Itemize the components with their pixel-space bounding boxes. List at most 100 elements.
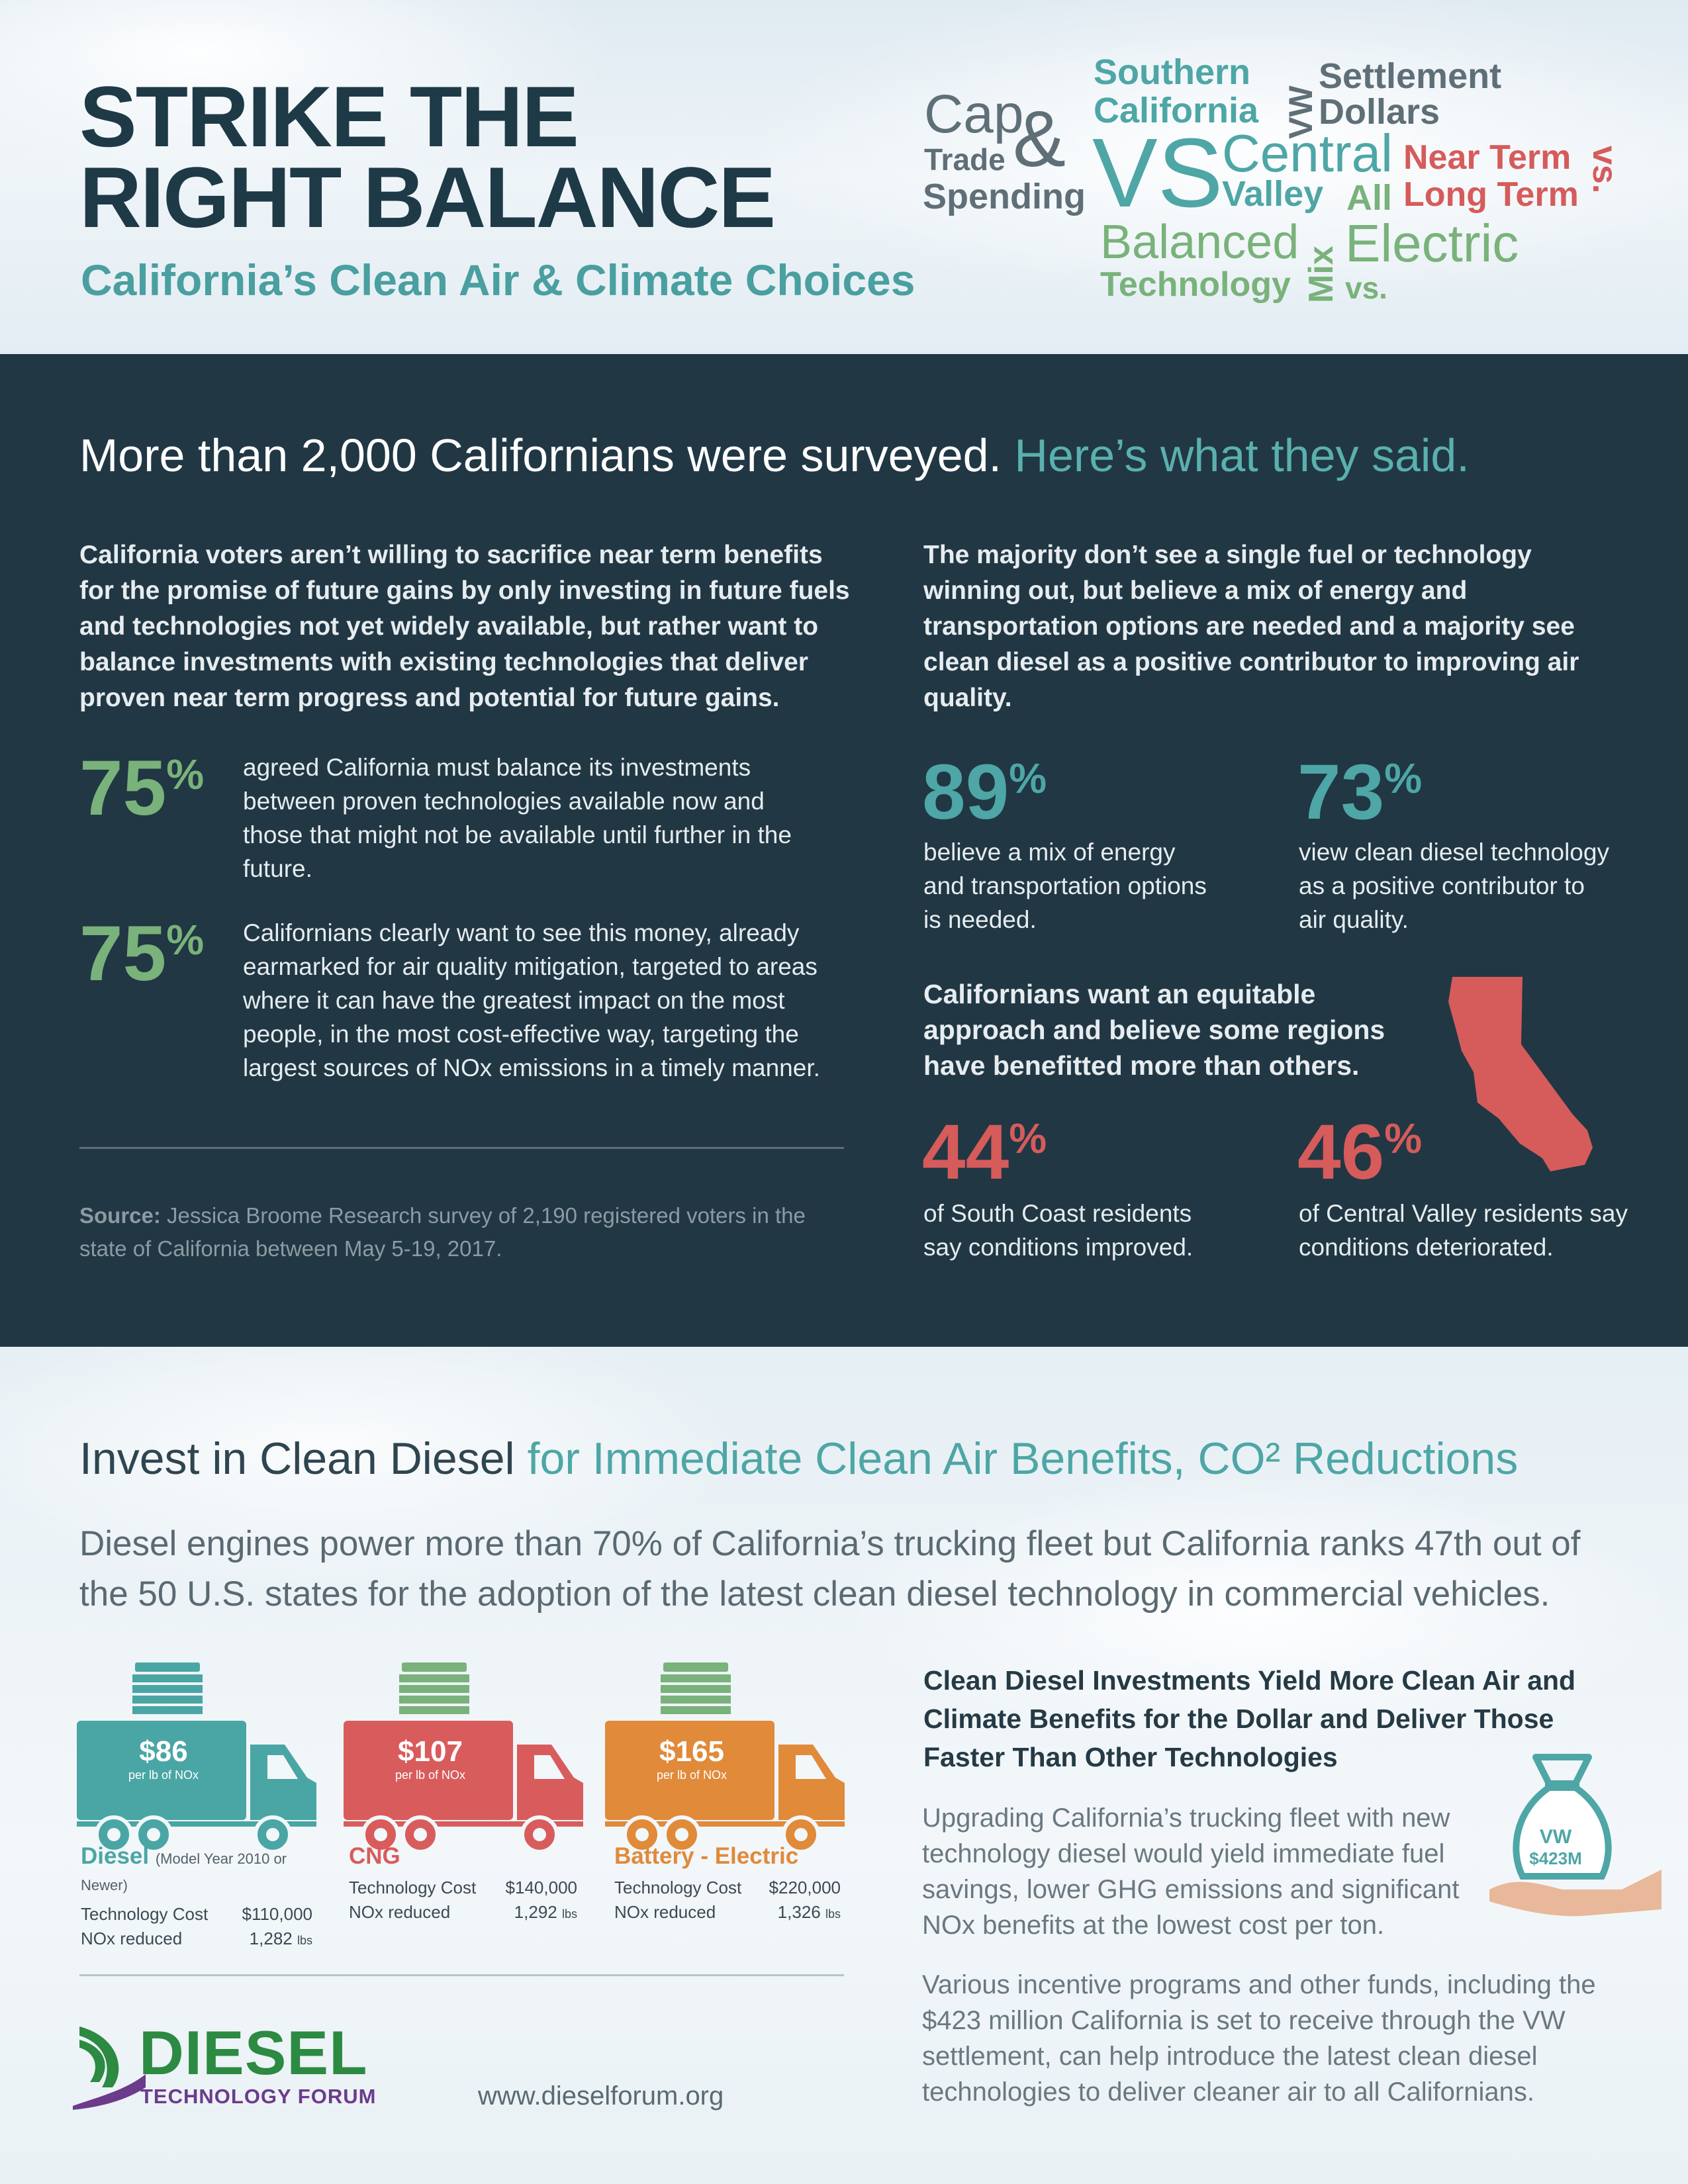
invest-heading: Invest in Clean Diesel for Immediate Cle… [79, 1433, 1518, 1484]
truck-icon [344, 1721, 583, 1854]
truck-price-unit: per lb of NOx [656, 1768, 727, 1782]
invest-lead: Diesel engines power more than 70% of Ca… [79, 1524, 1581, 1614]
tech-cost-row: Technology Cost $140,000 [349, 1878, 577, 1898]
wc-california: California [1094, 91, 1259, 130]
money-stack-icon [132, 1662, 203, 1714]
survey-heading-main: More than 2,000 Californians were survey… [79, 430, 1002, 481]
title-line-1: STRIKE THE [79, 68, 579, 165]
survey-heading-accent: Here’s what they said. [1014, 430, 1470, 481]
stat-75-target: 75% [79, 915, 204, 993]
truck-price-unit: per lb of NOx [128, 1768, 199, 1782]
nox-label: NOx reduced [614, 1902, 716, 1922]
wc-settlement: Settlement [1319, 56, 1502, 96]
logo-subtitle: TECHNOLOGY FORUM [140, 2085, 377, 2108]
truck-card-cng: $107 per lb of NOx [341, 1661, 586, 1926]
wc-mix: Mix [1302, 246, 1340, 303]
money-stack-icon [399, 1662, 469, 1714]
truck-price: $86 [139, 1735, 188, 1768]
wc-all: All [1346, 178, 1393, 218]
page-title: STRIKE THE RIGHT BALANCE [79, 68, 874, 246]
nox-row: NOx reduced 1,282 lbs [81, 1929, 312, 1949]
nox-row: NOx reduced 1,292 lbs [349, 1902, 577, 1923]
nox-unit: lbs [297, 1934, 312, 1947]
nox-value: 1,292 [514, 1902, 557, 1922]
header-background [0, 0, 1688, 354]
wc-valley: Valley [1222, 174, 1324, 214]
tech-cost-label: Technology Cost [614, 1878, 742, 1897]
stat-89: 89% [922, 753, 1047, 831]
money-bag-label: VW $423M [1516, 1827, 1595, 1869]
truck-card-diesel: $86 per lb of NOx [74, 1661, 319, 1926]
wc-long-term: Long Term [1403, 175, 1579, 214]
stat-value: 75 [79, 910, 167, 997]
tech-cost-row: Technology Cost $110,000 [81, 1904, 312, 1925]
wc-southern: Southern [1094, 52, 1250, 92]
survey-left-intro: California voters aren’t willing to sacr… [79, 541, 850, 712]
stat-75-balance-text: agreed California must balance its inves… [243, 754, 792, 882]
percent-sign: % [1009, 754, 1047, 802]
truck-icon [77, 1721, 316, 1854]
stat-44: 44% [922, 1113, 1047, 1191]
stat-44-text: of South Coast residents say conditions … [923, 1200, 1194, 1261]
title-line-2: RIGHT BALANCE [79, 149, 776, 246]
stat-value: 46 [1297, 1109, 1385, 1196]
percent-sign: % [1384, 754, 1423, 802]
truck-name-text: Battery - Electric [614, 1843, 799, 1869]
wc-central: Central [1222, 124, 1393, 183]
word-cloud: Cap & Trade Spending Southern California… [914, 46, 1628, 311]
california-map-icon [1448, 977, 1593, 1171]
source-text: Jessica Broome Research survey of 2,190 … [79, 1203, 806, 1261]
wc-cap: Cap [924, 84, 1024, 144]
divider-rule [79, 1147, 844, 1149]
nox-unit: lbs [825, 1907, 841, 1921]
wc-balanced: Balanced [1100, 216, 1299, 269]
stat-46: 46% [1297, 1113, 1422, 1191]
wc-electric: Electric [1345, 214, 1519, 273]
truck-name-text: Diesel [81, 1843, 150, 1869]
invest-heading-accent: for Immediate Clean Air Benefits, CO² Re… [527, 1433, 1519, 1484]
tech-cost-row: Technology Cost $220,000 [614, 1878, 841, 1898]
nox-unit: lbs [561, 1907, 577, 1921]
truck-price-unit: per lb of NOx [395, 1768, 466, 1782]
wc-technology: Technology [1100, 265, 1291, 304]
truck-name: Battery - Electric [614, 1843, 841, 1870]
stat-value: 44 [922, 1109, 1009, 1196]
bottom-divider-rule [79, 1974, 844, 1976]
stat-46-text: of Central Valley residents say conditio… [1299, 1200, 1628, 1261]
nox-value: 1,326 [777, 1902, 821, 1922]
stat-value: 75 [79, 745, 167, 832]
logo-wordmark: DIESEL [139, 2018, 368, 2087]
truck-price: $107 [398, 1735, 463, 1768]
truck-note: (Model Year 2010 or Newer) [81, 1850, 287, 1893]
clean-diesel-heading: Clean Diesel Investments Yield More Clea… [923, 1665, 1576, 1772]
diesel-forum-logo-icon [73, 2026, 146, 2110]
percent-sign: % [1009, 1115, 1047, 1162]
wc-vs-small: vs. [1345, 271, 1387, 305]
nox-label: NOx reduced [349, 1902, 451, 1922]
percent-sign: % [166, 916, 205, 964]
truck-price: $165 [659, 1735, 724, 1768]
money-bag-hand-icon [1489, 1754, 1662, 1917]
nox-value: 1,282 [249, 1929, 293, 1948]
stat-75-balance: 75% [79, 749, 204, 827]
wc-dollars: Dollars [1319, 92, 1440, 132]
source-label: Source: [79, 1203, 161, 1228]
truck-spec-battery-electric: Battery - Electric Technology Cost $220,0… [614, 1843, 841, 1923]
stat-73: 73% [1297, 753, 1422, 831]
truck-name: CNG [349, 1843, 577, 1870]
survey-section [0, 354, 1688, 1347]
tech-cost-value: $110,000 [242, 1904, 312, 1924]
survey-right-intro: The majority don’t see a single fuel or … [923, 541, 1579, 712]
truck-spec-cng: CNG Technology Cost $140,000 NOx reduced 1… [349, 1843, 577, 1923]
wc-near-term: Near Term [1403, 138, 1571, 177]
bag-line-1: VW [1539, 1826, 1572, 1848]
stat-89-text: believe a mix of energy and transportati… [923, 839, 1207, 933]
website-link[interactable]: www.dieselforum.org [478, 2081, 724, 2111]
invest-heading-main: Invest in Clean Diesel [79, 1433, 515, 1484]
tech-cost-label: Technology Cost [81, 1904, 209, 1924]
truck-name: Diesel (Model Year 2010 or Newer) [81, 1843, 312, 1896]
truck-icon [605, 1721, 845, 1854]
percent-sign: % [166, 751, 205, 798]
bag-line-2: $423M [1529, 1848, 1582, 1868]
percent-sign: % [1384, 1115, 1423, 1162]
